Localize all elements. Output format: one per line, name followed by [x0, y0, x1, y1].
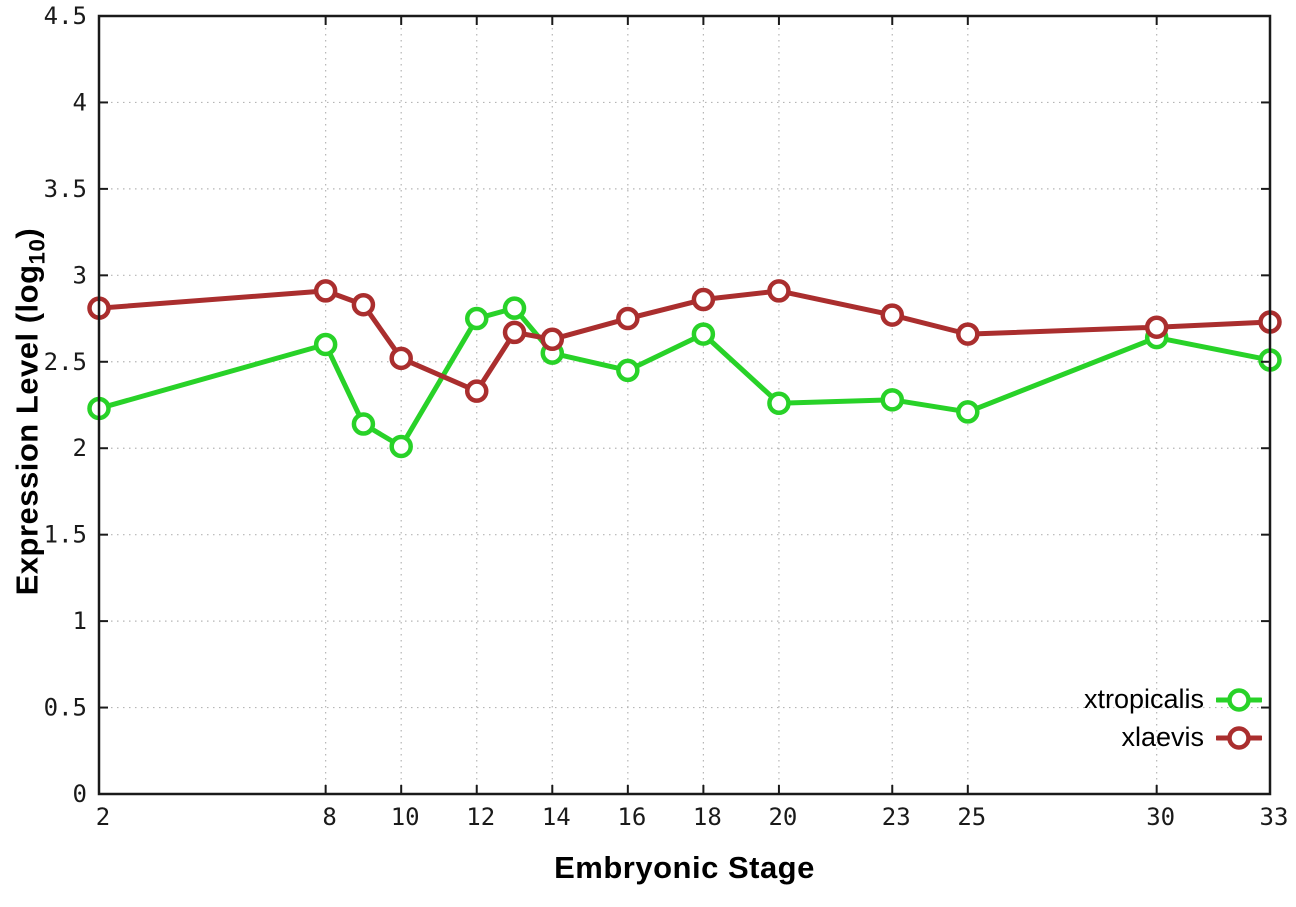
- x-tick-label: 8: [322, 803, 336, 831]
- plot-border: [97, 14, 1272, 796]
- y-tick-label: 3: [73, 261, 87, 289]
- y-tick-label: 2.5: [44, 348, 87, 376]
- x-tick-label: 10: [391, 803, 420, 831]
- data-point-xtropicalis: [313, 332, 338, 357]
- y-axis-title-subscript: 10: [24, 238, 50, 265]
- data-point-xtropicalis: [502, 296, 527, 320]
- tick-labels: 0 0.5 1 1.5 2 2.5 3 3.5 4 4.5 2 8 10 12 14 16 18 20 23 25 30…: [44, 2, 1289, 831]
- data-point-xtropicalis: [351, 412, 376, 436]
- data-point-xtropicalis: [691, 322, 716, 346]
- data-point-xtropicalis: [464, 306, 489, 331]
- legend: xtropicalis xlaevis: [1084, 681, 1262, 756]
- y-tick-label: 1.5: [44, 521, 87, 549]
- data-point-xlaevis: [540, 327, 565, 352]
- legend-marker-xtropicalis: [1216, 687, 1262, 712]
- legend-label-xlaevis: xlaevis: [1121, 722, 1204, 752]
- legend-marker-xlaevis: [1216, 725, 1262, 750]
- x-tick-label: 33: [1260, 803, 1289, 831]
- data-point-xtropicalis: [616, 358, 640, 383]
- data-point-xtropicalis: [880, 388, 905, 412]
- x-axis-title: Embryonic Stage: [554, 850, 815, 885]
- data-point-xlaevis: [464, 379, 489, 403]
- x-tick-label: 18: [693, 803, 722, 831]
- data-point-xlaevis: [691, 287, 716, 312]
- x-tick-label: 2: [96, 803, 110, 831]
- y-axis-title-close: ): [9, 227, 45, 239]
- series-xlaevis: [87, 279, 1282, 403]
- x-tick-label: 12: [466, 803, 495, 831]
- y-tick-label: 0.5: [44, 694, 87, 722]
- data-point-xlaevis: [880, 303, 905, 327]
- legend-label-xtropicalis: xtropicalis: [1083, 684, 1204, 714]
- data-point-xlaevis: [767, 279, 791, 303]
- data-point-xlaevis: [502, 320, 527, 345]
- data-point-xlaevis: [389, 346, 413, 371]
- y-tick-label: 3.5: [44, 175, 87, 203]
- x-tick-label: 20: [768, 803, 797, 831]
- x-tick-label: 23: [882, 803, 911, 831]
- y-axis-title-main: Expression Level (log: [9, 264, 45, 596]
- data-point-xtropicalis: [956, 400, 980, 424]
- x-tick-label: 30: [1146, 803, 1175, 831]
- y-tick-label: 4: [73, 88, 87, 116]
- data-point-xtropicalis: [389, 434, 413, 459]
- legend-item-xtropicalis: xtropicalis: [1084, 681, 1262, 718]
- legend-item-xlaevis: xlaevis: [1121, 719, 1262, 756]
- tick-marks: [98, 15, 1271, 795]
- data-point-xlaevis: [1144, 315, 1169, 339]
- y-tick-label: 4.5: [44, 2, 87, 30]
- data-point-xtropicalis: [767, 391, 791, 416]
- data-point-xlaevis: [956, 322, 980, 346]
- gridlines: [99, 16, 1270, 794]
- data-point-xlaevis: [313, 279, 338, 303]
- x-tick-label: 25: [957, 803, 986, 831]
- y-tick-label: 0: [73, 780, 87, 808]
- data-point-xlaevis: [351, 292, 376, 317]
- data-point-xlaevis: [616, 306, 640, 331]
- y-tick-label: 2: [73, 434, 87, 462]
- y-tick-label: 1: [73, 607, 87, 635]
- x-tick-label: 16: [617, 803, 646, 831]
- x-tick-label: 14: [542, 803, 571, 831]
- series-xtropicalis: [87, 296, 1282, 459]
- y-axis-title: Expression Level (log10): [9, 202, 50, 622]
